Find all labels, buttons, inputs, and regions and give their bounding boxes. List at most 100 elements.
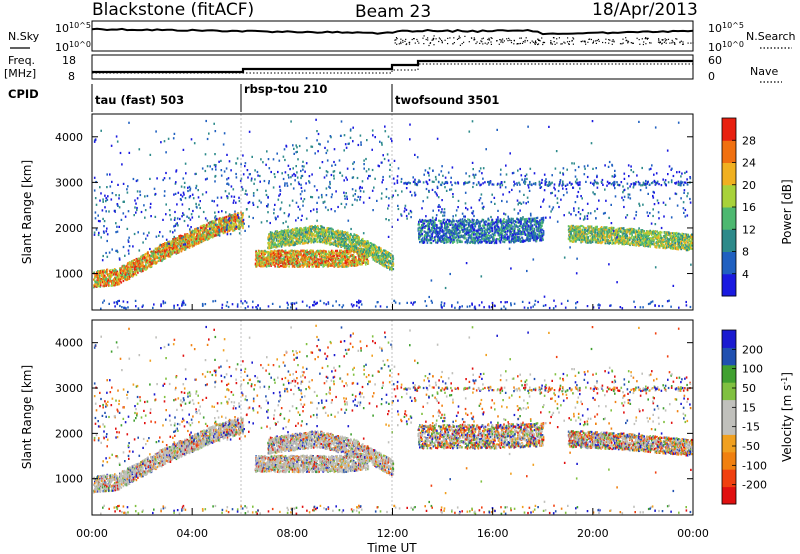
power-cell bbox=[240, 216, 243, 219]
power-cell bbox=[139, 260, 142, 263]
nsearch-point bbox=[638, 39, 640, 41]
power-cell bbox=[257, 263, 260, 267]
nsearch-point bbox=[561, 43, 563, 45]
power-cell bbox=[110, 275, 113, 278]
power-cell bbox=[310, 237, 312, 240]
power-cell bbox=[286, 253, 289, 256]
power-cell bbox=[210, 231, 212, 234]
power-cell bbox=[129, 275, 131, 278]
power-cell bbox=[102, 272, 105, 275]
power-cell bbox=[169, 253, 171, 256]
power-cell bbox=[255, 265, 258, 268]
nsearch-point bbox=[573, 38, 575, 40]
power-cell bbox=[279, 250, 281, 253]
power-cell bbox=[266, 260, 268, 263]
power-cell bbox=[181, 243, 184, 247]
nsearch-point bbox=[605, 38, 607, 40]
power-cell bbox=[115, 278, 117, 281]
power-cell bbox=[164, 254, 167, 257]
power-cell bbox=[291, 249, 293, 252]
power-cell bbox=[206, 225, 208, 228]
power-cell bbox=[138, 265, 141, 268]
power-cell bbox=[257, 258, 259, 261]
power-cell bbox=[281, 258, 283, 261]
power-cell bbox=[148, 259, 150, 262]
power-cell bbox=[140, 268, 142, 271]
nsearch-point bbox=[447, 37, 449, 39]
power-cell bbox=[178, 250, 181, 253]
power-cell bbox=[167, 255, 170, 258]
nsearch-point bbox=[539, 40, 541, 42]
power-cell bbox=[186, 241, 189, 244]
power-cell bbox=[359, 263, 362, 266]
power-cell bbox=[202, 235, 204, 238]
power-cell bbox=[209, 233, 211, 236]
power-cell bbox=[315, 260, 317, 263]
power-cell bbox=[260, 251, 263, 254]
power-cell bbox=[440, 220, 442, 223]
power-cell bbox=[347, 264, 349, 267]
power-cell bbox=[200, 240, 203, 243]
power-cell bbox=[126, 268, 128, 271]
power-cell bbox=[242, 224, 244, 228]
power-cell bbox=[282, 250, 284, 253]
power-cell bbox=[190, 231, 192, 235]
power-cell bbox=[161, 245, 164, 248]
power-cell bbox=[137, 268, 139, 271]
power-cell bbox=[116, 278, 118, 281]
nsearch-point bbox=[664, 38, 666, 40]
power-cell bbox=[326, 252, 328, 255]
power-cell bbox=[200, 226, 202, 229]
nsearch-point bbox=[564, 42, 566, 44]
nsearch-point bbox=[441, 41, 443, 43]
power-cell bbox=[103, 282, 105, 285]
power-cell bbox=[125, 267, 127, 270]
power-cell bbox=[303, 263, 305, 266]
power-cell bbox=[159, 245, 161, 248]
nsearch-point bbox=[585, 43, 587, 45]
nsearch-point bbox=[680, 40, 682, 42]
power-cell bbox=[370, 250, 373, 253]
power-cell bbox=[206, 233, 208, 236]
power-cell bbox=[261, 258, 264, 261]
nsearch-point bbox=[416, 38, 418, 41]
power-cell bbox=[238, 217, 241, 221]
power-cell bbox=[157, 256, 159, 259]
nsearch-point bbox=[558, 37, 560, 39]
nsearch-point bbox=[480, 40, 482, 42]
power-cell bbox=[295, 250, 297, 253]
power-cell bbox=[441, 240, 443, 243]
power-cell bbox=[455, 223, 457, 226]
power-cell bbox=[305, 251, 308, 254]
nsearch-point bbox=[543, 41, 546, 44]
power-cell bbox=[210, 223, 213, 226]
power-cell bbox=[158, 259, 161, 262]
power-cell bbox=[288, 250, 290, 253]
power-cell bbox=[195, 242, 198, 245]
power-cell bbox=[275, 262, 277, 265]
power-cell bbox=[392, 262, 395, 265]
power-cell bbox=[232, 222, 234, 225]
power-cell bbox=[99, 270, 101, 273]
power-cell bbox=[159, 250, 161, 253]
nsearch-point bbox=[461, 43, 463, 45]
power-cell bbox=[103, 276, 105, 279]
power-cell bbox=[388, 266, 390, 269]
nsearch-point bbox=[608, 39, 610, 41]
power-cell bbox=[300, 249, 302, 252]
power-cell bbox=[219, 222, 221, 225]
power-cell bbox=[258, 252, 260, 255]
nsearch-point bbox=[531, 40, 533, 42]
power-cell bbox=[103, 280, 105, 283]
power-cell bbox=[262, 250, 265, 253]
power-cell bbox=[378, 246, 381, 249]
power-cell bbox=[167, 246, 169, 249]
power-cell bbox=[267, 256, 269, 259]
power-cell bbox=[115, 270, 118, 273]
power-cell bbox=[304, 257, 306, 260]
power-cell bbox=[257, 249, 260, 252]
nsearch-point bbox=[550, 43, 552, 45]
power-cell bbox=[267, 257, 270, 260]
power-cell bbox=[101, 272, 104, 275]
power-cell bbox=[223, 221, 226, 224]
